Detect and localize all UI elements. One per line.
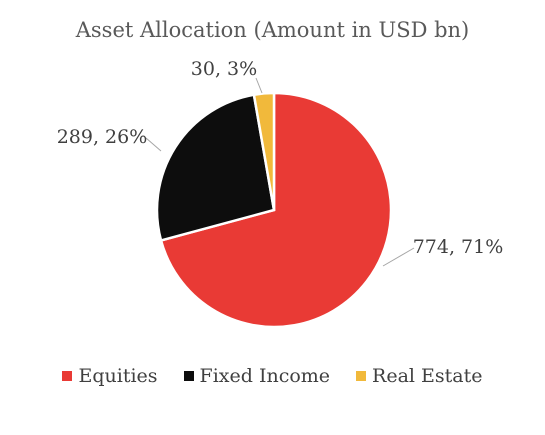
chart-title: Asset Allocation (Amount in USD bn) xyxy=(75,18,470,42)
pie-slice-fixed-income xyxy=(155,93,276,242)
pie-slice-real-estate xyxy=(252,91,276,211)
legend-swatch-equities xyxy=(62,371,73,381)
legend-swatch-real-estate xyxy=(356,371,367,381)
legend-item-equities: Equities xyxy=(62,365,158,387)
data-label-fixed-income: 289, 26% xyxy=(57,126,148,148)
legend: Equities Fixed Income Real Estate xyxy=(0,365,545,387)
legend-label-equities: Equities xyxy=(78,365,158,387)
legend-item-fixed-income: Fixed Income xyxy=(183,365,331,387)
data-label-equities: 774, 71% xyxy=(413,236,504,258)
legend-label-real-estate: Real Estate xyxy=(372,365,483,387)
leader-line-equities xyxy=(382,247,415,267)
legend-item-real-estate: Real Estate xyxy=(356,365,483,387)
legend-label-fixed-income: Fixed Income xyxy=(199,365,331,387)
leader-line-real-estate xyxy=(255,77,263,94)
leader-line-fixed-income xyxy=(145,137,162,152)
pie-slice-equities xyxy=(159,91,393,329)
legend-swatch-fixed-income xyxy=(183,371,194,381)
data-label-real-estate: 30, 3% xyxy=(191,58,257,80)
